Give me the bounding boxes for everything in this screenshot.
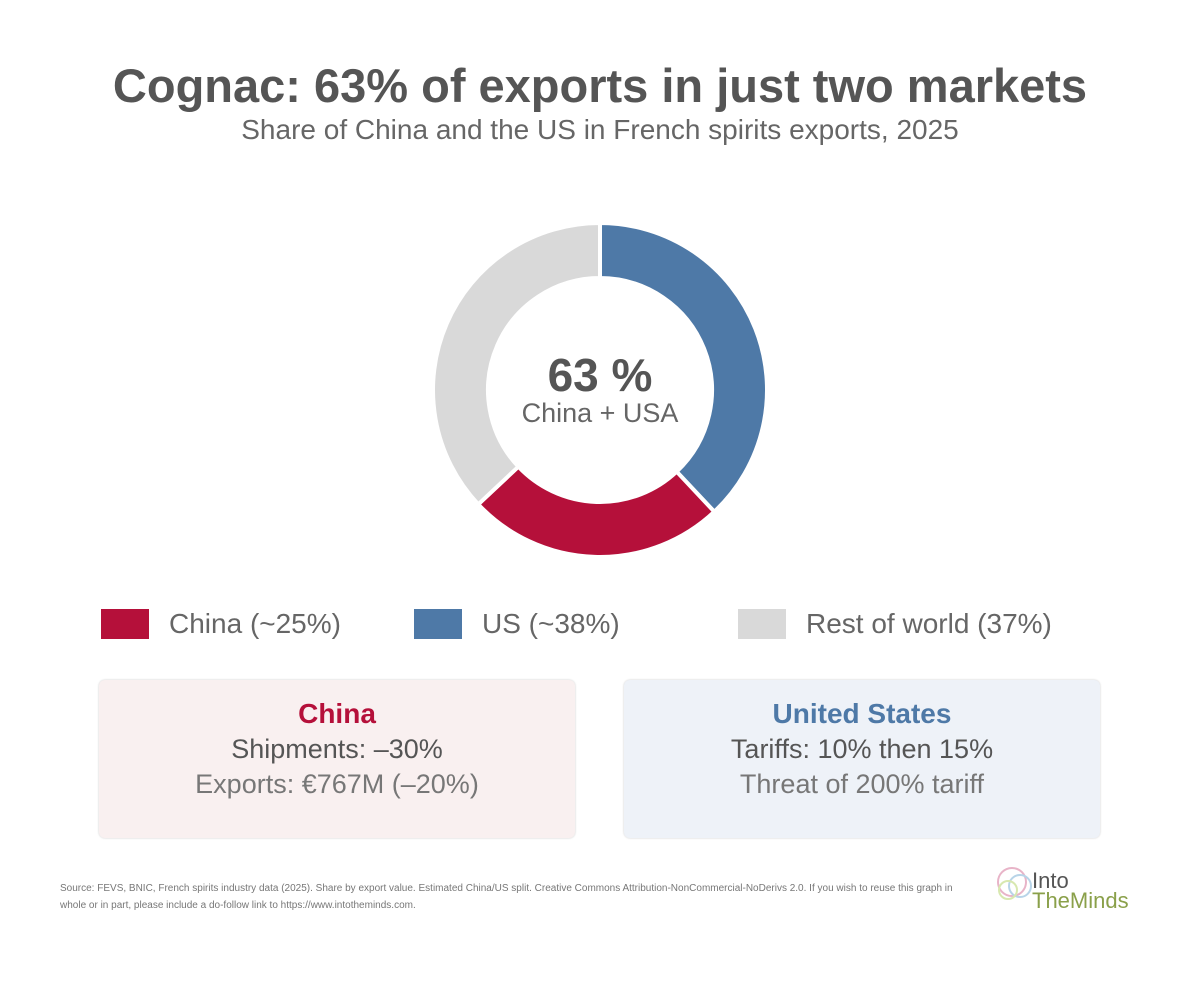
legend-swatch-china: [101, 609, 149, 639]
legend-rest: Rest of world (37%): [738, 608, 1052, 640]
legend-label: US (~38%): [482, 608, 620, 639]
legend-swatch-rest: [738, 609, 786, 639]
donut-slice-rest: [431, 220, 602, 508]
legend-china: China (~25%): [101, 608, 341, 640]
legend-label: China (~25%): [169, 608, 341, 639]
china-shipments: Shipments: –30%: [231, 734, 443, 764]
center-value: 63 %: [547, 349, 653, 401]
us-threat: Threat of 200% tariff: [739, 769, 985, 799]
legend-us: US (~38%): [414, 608, 620, 640]
china-heading: China: [298, 698, 376, 729]
china-info-box: China Shipments: –30% Exports: €767M (–2…: [99, 680, 575, 838]
chart-subtitle: Share of China and the US in French spir…: [241, 114, 959, 145]
china-exports: Exports: €767M (–20%): [195, 769, 479, 799]
logo-line1: Into: [1032, 868, 1069, 893]
logo-line2: TheMinds: [1032, 888, 1129, 913]
intotheminds-logo: Into TheMinds: [992, 862, 1132, 922]
center-label: China + USA: [521, 398, 679, 428]
us-tariffs: Tariffs: 10% then 15%: [730, 734, 994, 764]
chart-title: Cognac: 63% of exports in just two marke…: [112, 59, 1088, 112]
brain-icon: [997, 867, 1032, 900]
legend-swatch-us: [414, 609, 462, 639]
us-info-box: United States Tariffs: 10% then 15% Thre…: [624, 680, 1100, 838]
legend-label: Rest of world (37%): [806, 608, 1052, 639]
donut-chart: [431, 220, 769, 559]
source-footer: Source: FEVS, BNIC, French spirits indus…: [60, 883, 953, 911]
donut-slice-us: [598, 220, 769, 515]
us-heading: United States: [772, 698, 952, 729]
donut-slice-china: [475, 463, 718, 559]
